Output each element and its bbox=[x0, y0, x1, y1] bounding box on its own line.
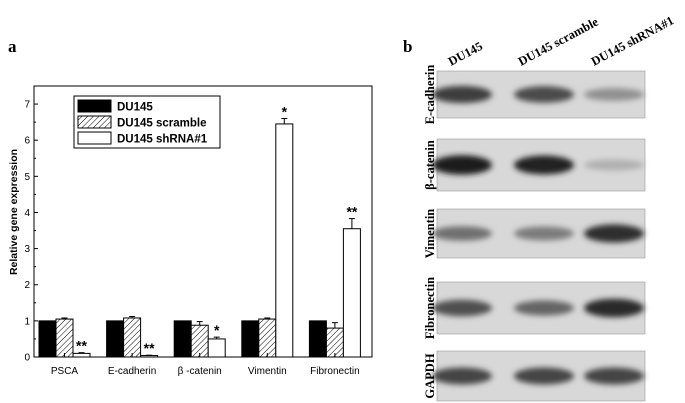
bar-0-1 bbox=[106, 320, 125, 358]
y-tick-label: 5 bbox=[24, 172, 30, 183]
band-3-2 bbox=[584, 298, 644, 318]
band-1-2 bbox=[584, 159, 644, 171]
blot-label-2: Vimentin bbox=[423, 209, 437, 259]
lane-label-0: DU145 bbox=[446, 39, 485, 69]
bar-1-1 bbox=[123, 317, 142, 358]
x-tick-label: Fibronectin bbox=[310, 366, 359, 377]
x-tick-label: PSCA bbox=[51, 366, 79, 377]
panel-b-letter: b bbox=[403, 37, 412, 56]
y-tick-label: 6 bbox=[24, 136, 30, 147]
x-tick-label: β -catenin bbox=[178, 366, 222, 377]
bar-chart: 0 1 2 3 4 5 6 7 PSCA E-cadherin β -catenin Vimentin… bbox=[8, 85, 373, 377]
band-3-1 bbox=[514, 300, 574, 316]
lane-label-2: DU145 shRNA#1 bbox=[589, 13, 676, 68]
bar-1-3 bbox=[258, 318, 277, 358]
significance-label: ** bbox=[346, 204, 357, 220]
band-1-0 bbox=[432, 155, 492, 175]
blot-label-1: β-catenin bbox=[423, 140, 437, 190]
legend-swatch-1 bbox=[77, 115, 112, 129]
y-axis-label: Relative gene expression bbox=[8, 149, 20, 275]
band-4-0 bbox=[432, 367, 492, 385]
blot-label-0: E-cadherin bbox=[423, 65, 437, 125]
bar-0-3 bbox=[241, 320, 260, 358]
bar-2-2 bbox=[207, 338, 226, 358]
x-tick-label: E-cadherin bbox=[108, 366, 156, 377]
bar-1-2 bbox=[190, 324, 209, 358]
bar-0-0 bbox=[38, 320, 57, 358]
y-tick-label: 0 bbox=[24, 353, 30, 364]
y-tick-label: 7 bbox=[24, 100, 30, 111]
blot-label-4: GAPDH bbox=[423, 353, 437, 398]
legend-label-2: DU145 shRNA#1 bbox=[117, 134, 208, 146]
bar-0-4 bbox=[308, 320, 327, 358]
legend-swatch-0 bbox=[77, 99, 112, 113]
legend-swatch-2 bbox=[77, 131, 112, 145]
significance-label: ** bbox=[144, 340, 155, 356]
band-4-1 bbox=[514, 367, 574, 385]
y-tick-label: 3 bbox=[24, 244, 30, 255]
blot-label-3: Fibronectin bbox=[423, 277, 437, 339]
bar-0-2 bbox=[173, 320, 192, 358]
band-0-2 bbox=[584, 88, 644, 101]
band-2-2 bbox=[584, 224, 644, 243]
bar-1-0 bbox=[55, 318, 74, 358]
y-tick-label: 2 bbox=[24, 280, 30, 291]
y-tick-label: 1 bbox=[24, 316, 30, 327]
band-3-0 bbox=[432, 299, 492, 317]
significance-label: * bbox=[214, 322, 220, 338]
band-0-0 bbox=[432, 85, 492, 104]
significance-label: * bbox=[282, 104, 288, 120]
legend-label-1: DU145 scramble bbox=[117, 118, 207, 130]
chart-legend: DU145 DU145 scramble DU145 shRNA#1 bbox=[73, 95, 221, 149]
band-0-1 bbox=[514, 86, 574, 103]
y-tick-label: 4 bbox=[24, 208, 30, 219]
lane-label-1: DU145 scramble bbox=[516, 15, 601, 69]
bar-2-4 bbox=[342, 228, 361, 358]
band-1-1 bbox=[514, 155, 574, 175]
x-tick-label: Vimentin bbox=[248, 366, 287, 377]
panel-a-letter: a bbox=[8, 37, 17, 56]
band-2-1 bbox=[514, 226, 574, 241]
bar-1-4 bbox=[325, 327, 344, 358]
chart-ticks: 0 1 2 3 4 5 6 7 PSCA E-cadherin β -catenin Vimentin… bbox=[24, 85, 360, 377]
bar-2-0 bbox=[72, 352, 91, 358]
band-2-0 bbox=[432, 226, 492, 241]
legend-label-0: DU145 bbox=[117, 102, 153, 114]
bar-2-3 bbox=[275, 123, 294, 358]
band-4-2 bbox=[584, 367, 644, 385]
chart-bars bbox=[38, 118, 361, 358]
significance-label: ** bbox=[76, 338, 87, 354]
chart-annotations: ** ****** bbox=[76, 104, 358, 357]
